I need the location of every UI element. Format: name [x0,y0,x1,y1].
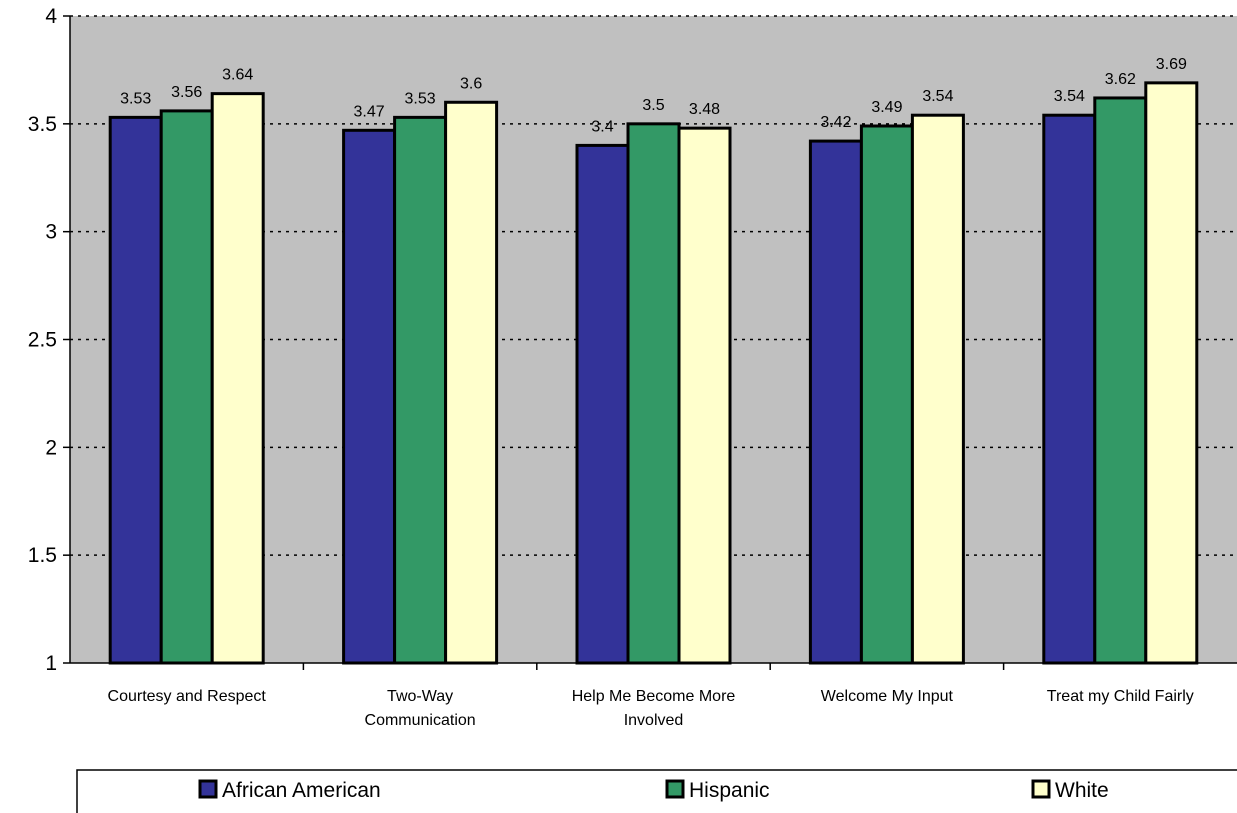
data-label: 3.53 [120,90,151,107]
data-label: 3.56 [171,84,202,101]
legend-swatch [1031,779,1051,799]
legend-label: African American [222,779,381,802]
bar [1042,113,1097,665]
x-tick-label: Welcome My Input [821,688,954,705]
data-label: 3.54 [922,88,953,105]
data-label: 3.54 [1054,88,1085,105]
bar [859,124,914,665]
data-label: 3.42 [820,114,851,131]
x-tick-label: Help Me Become More [572,688,736,705]
x-tick-label: Involved [624,712,684,729]
bar [393,115,448,665]
data-label: 3.62 [1105,71,1136,88]
y-tick-label: 1.5 [28,544,57,567]
bar [677,126,732,665]
bar [910,113,965,665]
legend: African American Hispanic White [76,769,1237,813]
y-tick-label: 2 [45,436,57,459]
bar [626,122,681,665]
data-label: 3.48 [689,101,720,118]
bar [159,109,214,665]
x-tick-label: Treat my Child Fairly [1047,688,1194,705]
data-label: 3.47 [354,103,385,120]
bar [342,128,397,665]
bar [1093,96,1148,665]
bar [575,143,630,665]
legend-swatch [665,779,685,799]
data-label: 3.64 [222,67,253,84]
bar [108,115,163,665]
data-label: 3.49 [871,99,902,116]
y-tick-label: 3.5 [28,113,57,136]
y-tick-label: 4 [45,5,57,28]
x-tick-label: Communication [365,712,476,729]
x-tick-label: Two-Way [387,688,453,705]
bar [210,92,265,665]
bar [444,100,499,665]
bar [808,139,863,665]
y-tick-label: 2.5 [28,329,57,352]
data-label: 3.69 [1156,56,1187,73]
legend-label: Hispanic [689,779,770,802]
data-labels: 3.53 3.56 3.64 3.47 3.53 3.6 3.4 3.5 3.48 3.42 3.4… [120,56,1187,136]
data-label: 3.6 [460,75,482,92]
y-tick-label: 1 [45,652,57,675]
data-label: 3.53 [405,90,436,107]
data-label: 3.5 [642,97,664,114]
y-tick-label: 3 [45,221,57,244]
data-label: 3.4 [591,118,613,135]
legend-label: White [1055,779,1109,802]
bars [108,81,1199,665]
legend-swatch [198,779,218,799]
x-tick-label: Courtesy and Respect [108,688,267,705]
bar [1144,81,1199,665]
